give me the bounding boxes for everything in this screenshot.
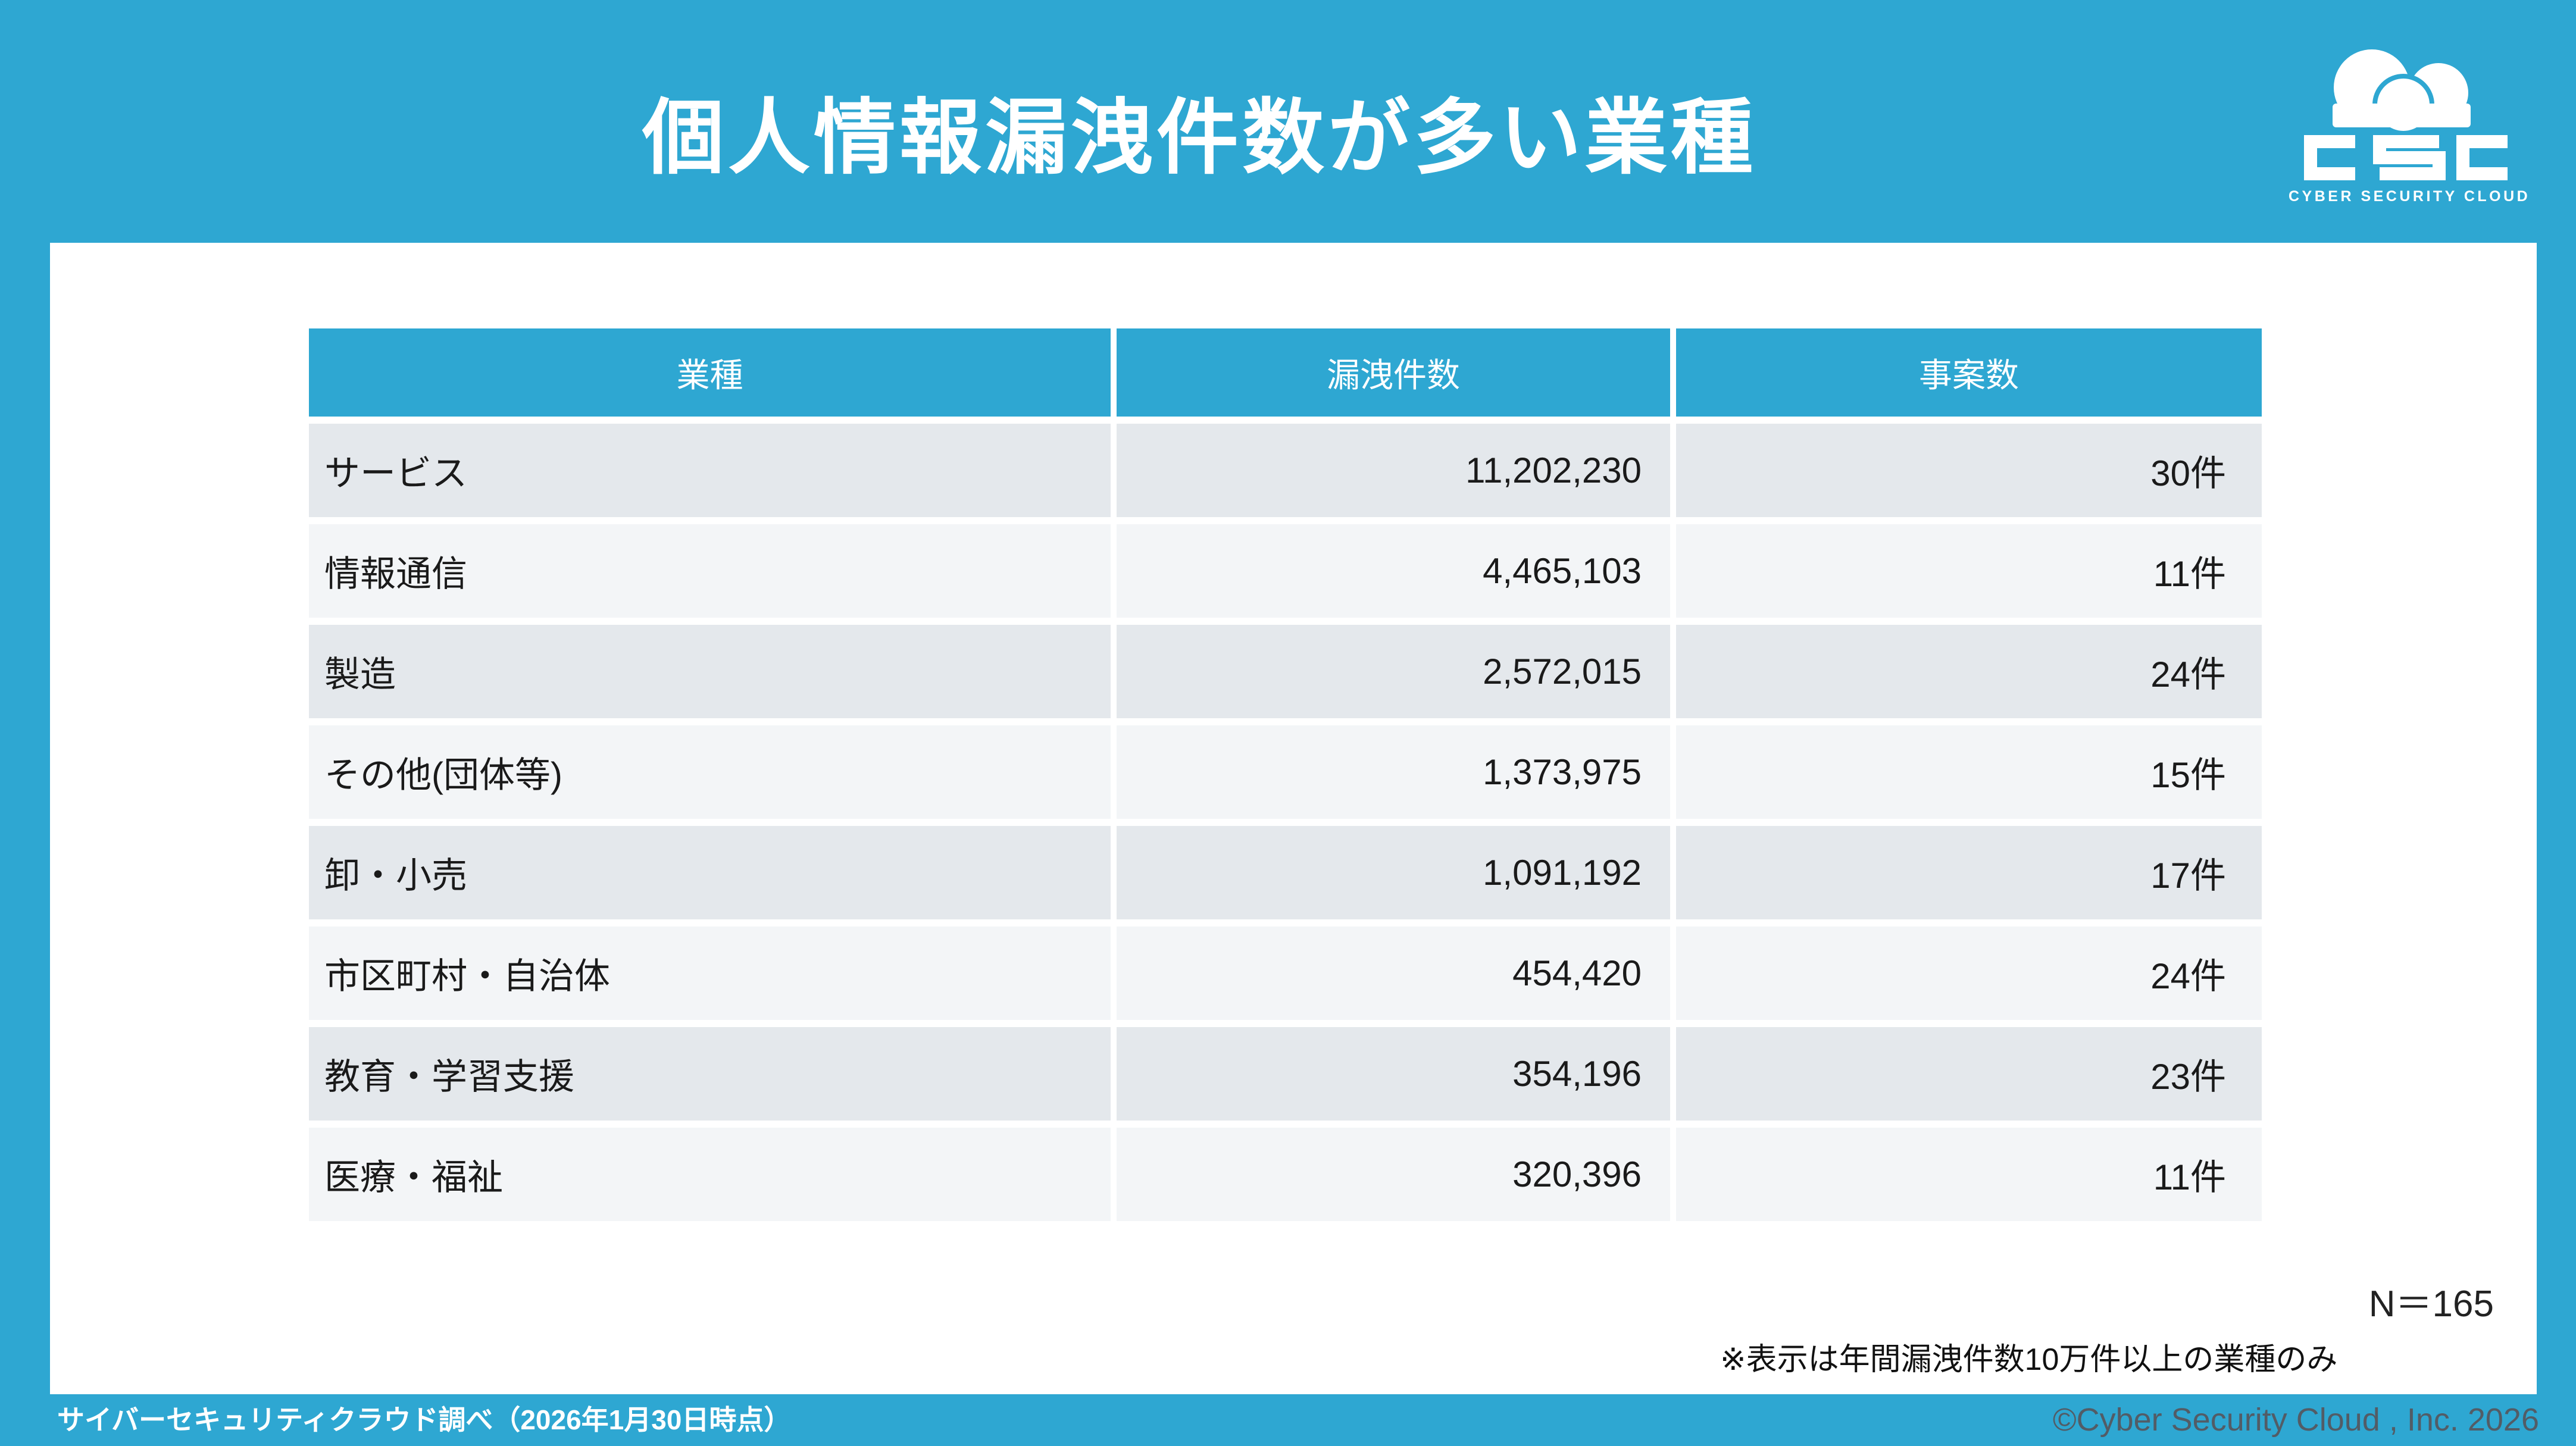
cell-cases: 30件: [1676, 424, 2262, 517]
cell-cases: 11件: [1676, 1128, 2262, 1221]
cell-industry: 医療・福祉: [309, 1128, 1111, 1221]
cell-leaks: 4,465,103: [1117, 524, 1670, 618]
cell-cases: 23件: [1676, 1027, 2262, 1121]
cell-leaks: 354,196: [1117, 1027, 1670, 1121]
csc-logo: CYBER SECURITY CLOUD: [2289, 37, 2531, 205]
csc-wordmark: [2304, 135, 2508, 180]
cloud-icon: [2333, 49, 2471, 136]
cell-industry: 情報通信: [309, 524, 1111, 618]
csc-logo-graphic: [2304, 49, 2508, 180]
footer-copyright: ©Cyber Security Cloud , Inc. 2026: [2052, 1402, 2539, 1438]
cell-leaks: 1,091,192: [1117, 826, 1670, 919]
header-industry: 業種: [309, 328, 1111, 417]
cell-cases: 11件: [1676, 524, 2262, 618]
cell-industry: サービス: [309, 424, 1111, 517]
footer-source: サイバーセキュリティクラウド調べ（2026年1月30日時点）: [57, 1404, 792, 1435]
header-cases: 事案数: [1676, 328, 2262, 417]
cell-industry: その他(団体等): [309, 725, 1111, 819]
cell-leaks: 320,396: [1117, 1128, 1670, 1221]
cell-cases: 17件: [1676, 826, 2262, 919]
page-title: 個人情報漏洩件数が多い業種: [642, 92, 1756, 184]
sample-size-label: N＝165: [2368, 1284, 2494, 1325]
cell-industry: 卸・小売: [309, 826, 1111, 919]
cell-industry: 製造: [309, 625, 1111, 718]
cell-leaks: 454,420: [1117, 927, 1670, 1020]
logo-caption: CYBER SECURITY CLOUD: [2289, 188, 2531, 205]
cell-cases: 24件: [1676, 927, 2262, 1020]
cell-leaks: 11,202,230: [1117, 424, 1670, 517]
cell-cases: 24件: [1676, 625, 2262, 718]
cell-leaks: 2,572,015: [1117, 625, 1670, 718]
filter-note: ※表示は年間漏洩件数10万件以上の業種のみ: [1720, 1342, 2338, 1377]
cell-industry: 教育・学習支援: [309, 1027, 1111, 1121]
cell-cases: 15件: [1676, 725, 2262, 819]
cell-industry: 市区町村・自治体: [309, 927, 1111, 1020]
header-leaks: 漏洩件数: [1117, 328, 1670, 417]
leak-table: 業種 漏洩件数 事案数 サービス 11,202,230 30件 情報通信 4,4…: [309, 328, 2262, 1221]
cell-leaks: 1,373,975: [1117, 725, 1670, 819]
